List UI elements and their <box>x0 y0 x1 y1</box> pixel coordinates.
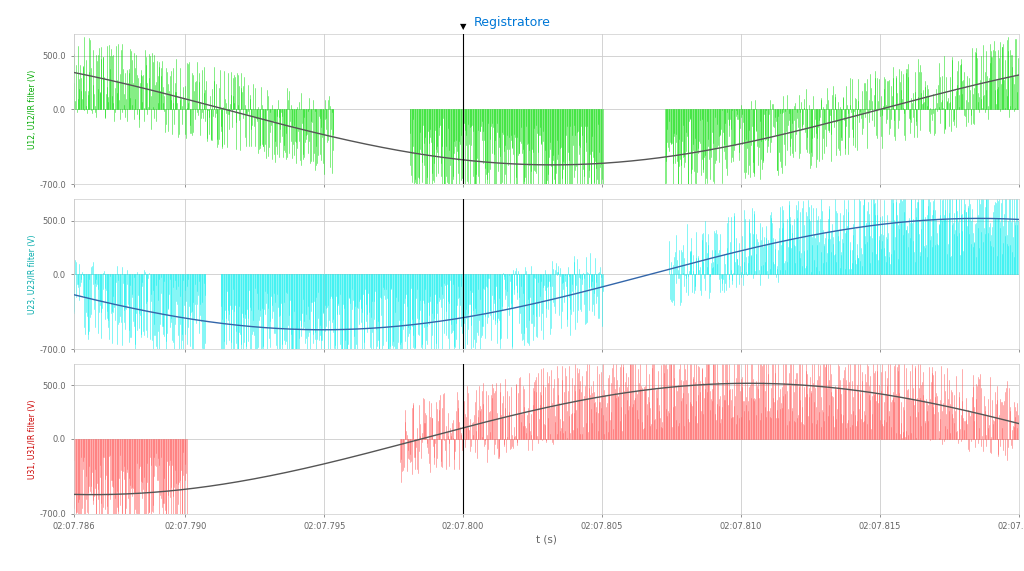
X-axis label: t (s): t (s) <box>536 534 557 545</box>
Y-axis label: U23, U23/IR filter (V): U23, U23/IR filter (V) <box>28 234 37 314</box>
Y-axis label: U12, U12/IR filter (V): U12, U12/IR filter (V) <box>28 70 37 149</box>
Text: ▼: ▼ <box>460 22 466 31</box>
Y-axis label: U31, U31/IR filter (V): U31, U31/IR filter (V) <box>28 399 37 478</box>
Text: Registratore: Registratore <box>473 16 551 29</box>
